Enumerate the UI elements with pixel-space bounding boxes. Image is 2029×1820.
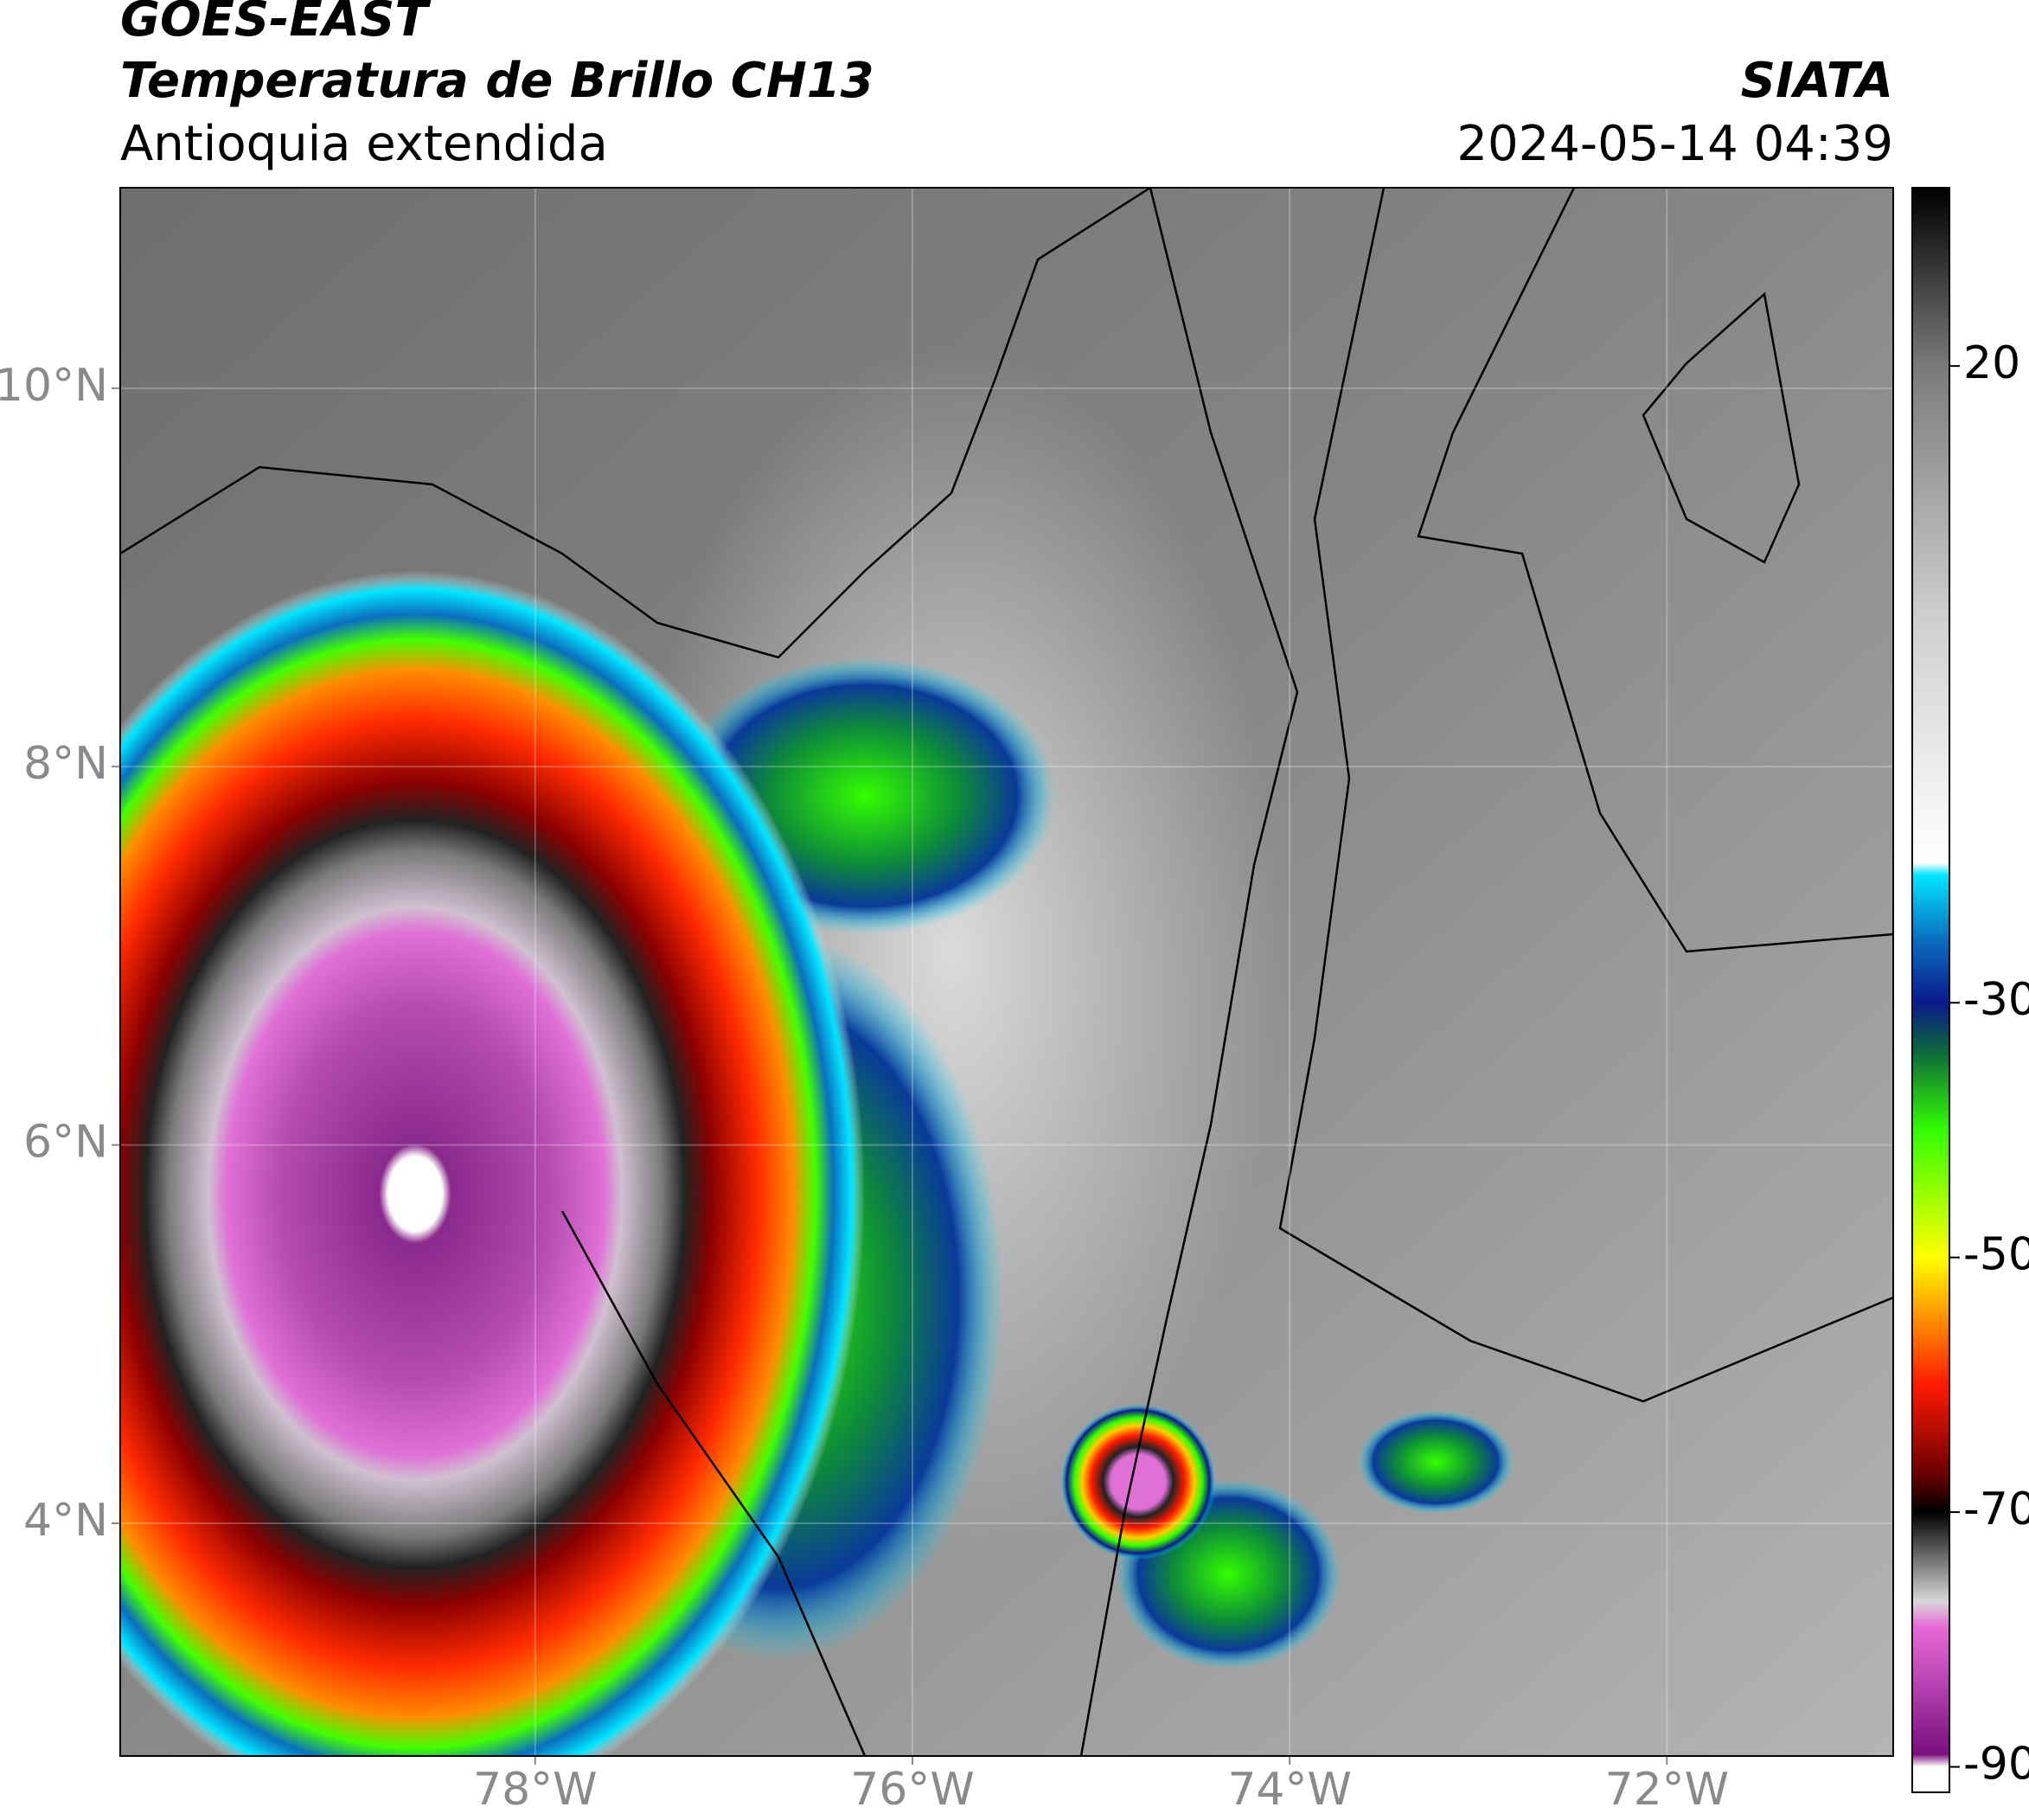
x-tick-label: 78°W [473,1764,598,1816]
y-tick-label: 8°N [23,738,108,790]
y-tick-label: 6°N [23,1117,108,1169]
timestamp: 2024-05-14 04:39 [1456,116,1893,172]
colorbar [1911,187,1950,1793]
storm-cell [1060,1404,1216,1560]
map-image [120,188,1893,1756]
region: Antioquia extendida [120,116,608,172]
borders [120,188,1893,1756]
title-line2: Temperatura de Brillo CH13 [120,53,874,109]
y-tick-label: 10°N [0,360,108,412]
colorbar-label: 20 [1963,337,2020,389]
colorbar-label: -30 [1963,974,2029,1026]
x-tick-label: 74°W [1227,1764,1352,1816]
axes: 78°W 76°W 74°W 72°W 4°N 6°N 8°N 10°N [0,188,1893,1816]
x-tick-label: 76°W [850,1764,975,1816]
x-tick-label: 72°W [1605,1764,1730,1816]
y-tick-label: 4°N [23,1495,108,1547]
source: SIATA [1741,53,1893,109]
title-line1: GOES-EAST [120,0,431,48]
storm [120,571,865,1756]
colorbar-label: -50 [1963,1229,2029,1281]
colorbar-label: -70 [1963,1484,2029,1535]
map-frame [119,187,1894,1757]
cloud [1358,1410,1514,1514]
colorbar-label: -90 [1963,1739,2029,1791]
